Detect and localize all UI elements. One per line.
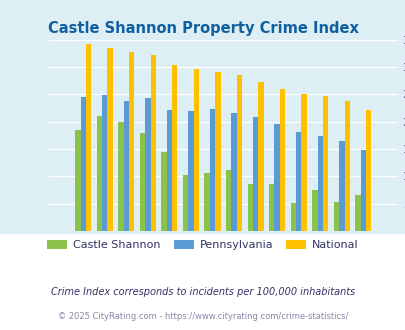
Bar bbox=[226, 170, 231, 231]
Bar bbox=[317, 136, 322, 231]
Bar bbox=[301, 94, 306, 231]
Bar bbox=[182, 175, 188, 231]
Bar bbox=[107, 49, 113, 231]
Bar bbox=[333, 202, 338, 231]
Bar bbox=[204, 173, 209, 231]
Bar bbox=[354, 195, 360, 231]
Bar bbox=[102, 95, 107, 231]
Bar bbox=[252, 117, 258, 231]
Text: © 2025 CityRating.com - https://www.cityrating.com/crime-statistics/: © 2025 CityRating.com - https://www.city… bbox=[58, 312, 347, 321]
Bar bbox=[247, 184, 252, 231]
Bar bbox=[75, 130, 80, 231]
Bar bbox=[344, 101, 349, 231]
Bar bbox=[193, 69, 198, 231]
Text: Crime Index corresponds to incidents per 100,000 inhabitants: Crime Index corresponds to incidents per… bbox=[51, 287, 354, 297]
Bar bbox=[295, 132, 301, 231]
Bar bbox=[166, 110, 172, 231]
Bar bbox=[118, 122, 123, 231]
Bar bbox=[365, 110, 371, 231]
Bar bbox=[269, 184, 274, 231]
Bar bbox=[123, 101, 129, 231]
Bar bbox=[290, 203, 295, 231]
Text: Castle Shannon Property Crime Index: Castle Shannon Property Crime Index bbox=[47, 21, 358, 36]
Bar bbox=[209, 109, 215, 231]
Bar bbox=[145, 98, 150, 231]
Bar bbox=[279, 89, 285, 231]
Bar bbox=[360, 149, 365, 231]
Bar bbox=[86, 44, 91, 231]
Bar bbox=[338, 141, 344, 231]
Bar bbox=[215, 72, 220, 231]
Bar bbox=[274, 124, 279, 231]
Bar bbox=[311, 190, 317, 231]
Bar bbox=[231, 113, 236, 231]
Bar bbox=[258, 82, 263, 231]
Bar bbox=[96, 116, 102, 231]
Legend: Castle Shannon, Pennsylvania, National: Castle Shannon, Pennsylvania, National bbox=[43, 235, 362, 255]
Bar bbox=[150, 55, 156, 231]
Bar bbox=[188, 111, 193, 231]
Bar bbox=[236, 75, 241, 231]
Bar bbox=[161, 152, 166, 231]
Bar bbox=[129, 52, 134, 231]
Bar bbox=[322, 96, 328, 231]
Bar bbox=[139, 133, 145, 231]
Bar bbox=[80, 97, 86, 231]
Bar bbox=[172, 65, 177, 231]
